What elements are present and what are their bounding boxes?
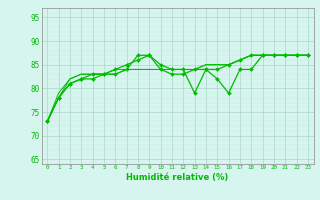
X-axis label: Humidité relative (%): Humidité relative (%): [126, 173, 229, 182]
